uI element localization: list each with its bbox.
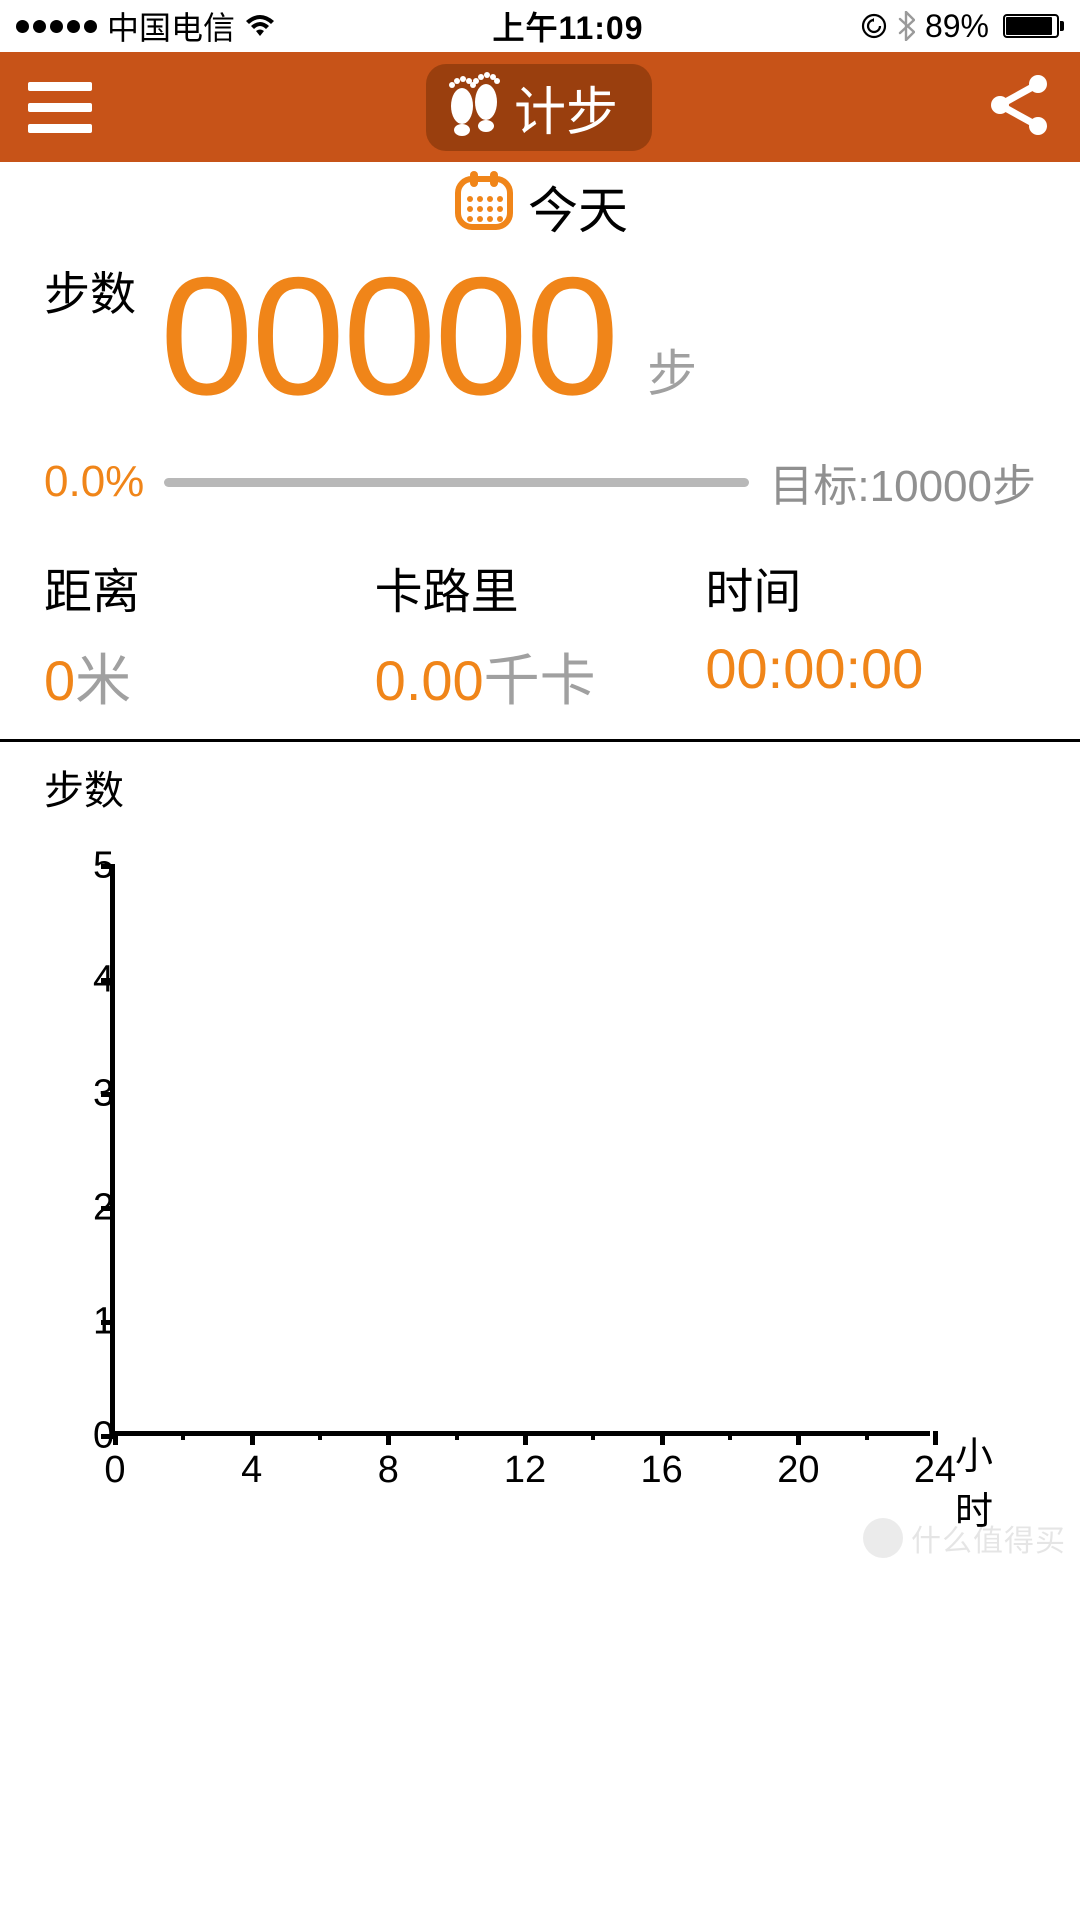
footprints-icon bbox=[444, 72, 504, 143]
progress-pct: 0.0% bbox=[44, 457, 144, 507]
steps-unit: 步 bbox=[647, 334, 697, 420]
metric-distance-unit: 米 bbox=[75, 649, 131, 712]
battery-icon bbox=[999, 14, 1064, 38]
battery-pct-label: 89% bbox=[925, 8, 989, 45]
menu-button[interactable] bbox=[28, 82, 92, 133]
steps-block: 步数 00000 步 bbox=[0, 252, 1080, 420]
metric-calories: 卡路里 0.00千卡 bbox=[375, 552, 706, 717]
x-tick-label: 12 bbox=[504, 1449, 546, 1492]
progress-goal: 目标:10000步 bbox=[769, 450, 1036, 514]
status-bar: 中国电信 上午11:09 89% bbox=[0, 0, 1080, 52]
x-tick-label: 20 bbox=[777, 1449, 819, 1492]
metric-distance: 距离 0米 bbox=[44, 552, 375, 717]
watermark-text: 什么值得买 bbox=[911, 1516, 1066, 1560]
progress-row: 0.0% 目标:10000步 bbox=[0, 420, 1080, 528]
share-button[interactable] bbox=[986, 72, 1052, 143]
metric-calories-unit: 千卡 bbox=[484, 649, 596, 712]
steps-value: 00000 bbox=[160, 252, 617, 420]
carrier-label: 中国电信 bbox=[107, 3, 235, 49]
signal-dots-icon bbox=[16, 20, 97, 33]
status-time: 上午11:09 bbox=[275, 3, 861, 49]
app-title: 计步 bbox=[514, 70, 618, 145]
metrics-row: 距离 0米 卡路里 0.00千卡 时间 00:00:00 bbox=[0, 528, 1080, 739]
metric-time-label: 时间 bbox=[705, 552, 1036, 622]
rotation-lock-icon bbox=[861, 13, 887, 39]
watermark: 什么值得买 bbox=[863, 1516, 1066, 1560]
metric-time-value: 00:00:00 bbox=[705, 637, 923, 700]
battery-fill bbox=[1006, 17, 1052, 35]
watermark-badge-icon bbox=[863, 1518, 903, 1558]
x-tick-label: 8 bbox=[378, 1449, 399, 1492]
progress-track[interactable] bbox=[164, 478, 749, 487]
x-tick-label: 0 bbox=[104, 1449, 125, 1492]
chart-title: 步数 bbox=[0, 742, 1080, 816]
x-tick-label: 16 bbox=[641, 1449, 683, 1492]
date-row[interactable]: 今天 bbox=[0, 162, 1080, 252]
metric-distance-label: 距离 bbox=[44, 552, 375, 622]
title-pill[interactable]: 计步 bbox=[426, 64, 652, 151]
status-right: 89% bbox=[861, 8, 1064, 45]
status-left: 中国电信 bbox=[16, 3, 275, 49]
metric-distance-value: 0 bbox=[44, 649, 75, 712]
chart-plot-area: 01234504812162024小时 bbox=[110, 866, 930, 1436]
steps-label: 步数 bbox=[44, 258, 136, 420]
metric-calories-label: 卡路里 bbox=[375, 552, 706, 622]
steps-chart: 01234504812162024小时 bbox=[0, 846, 1080, 1486]
app-header: 计步 bbox=[0, 52, 1080, 162]
x-tick-label: 24 bbox=[914, 1449, 956, 1492]
metric-calories-value: 0.00 bbox=[375, 649, 484, 712]
calendar-icon bbox=[452, 169, 516, 245]
date-label: 今天 bbox=[528, 171, 628, 243]
metric-time: 时间 00:00:00 bbox=[705, 552, 1036, 717]
bluetooth-icon bbox=[897, 11, 915, 41]
wifi-icon bbox=[245, 14, 275, 38]
x-tick-label: 4 bbox=[241, 1449, 262, 1492]
